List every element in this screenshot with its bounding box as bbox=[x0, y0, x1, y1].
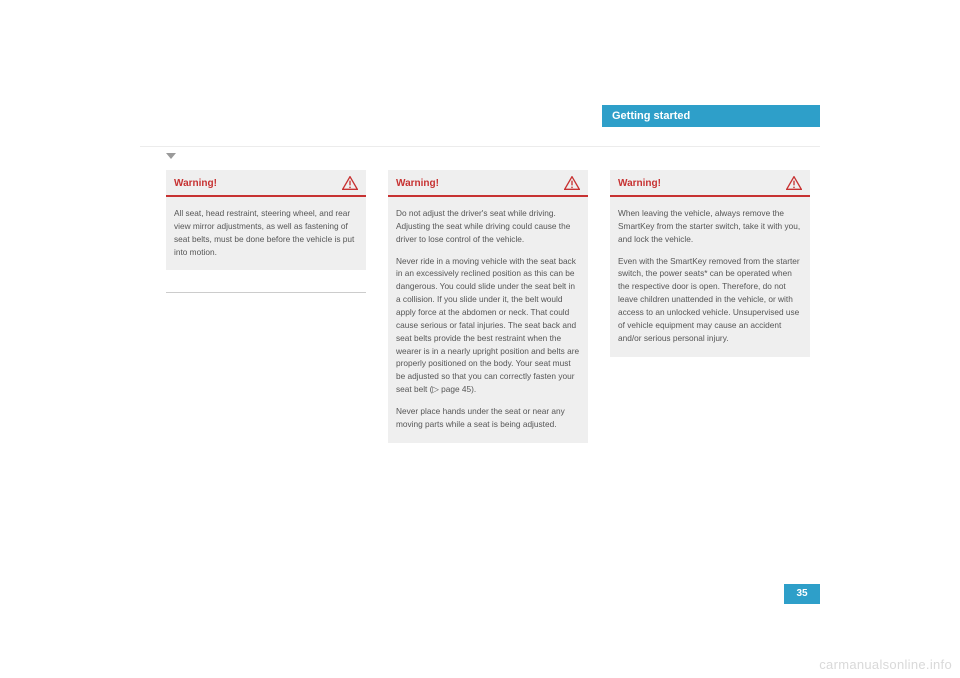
warning-text: Do not adjust the driver's seat while dr… bbox=[396, 207, 580, 246]
continuation-arrow-icon bbox=[166, 153, 176, 159]
subheader-divider bbox=[140, 127, 820, 145]
warning-text: When leaving the vehicle, always remove … bbox=[618, 207, 802, 246]
manual-page: Getting started Warning! All seat, head … bbox=[140, 60, 820, 620]
warning-title: Warning! bbox=[396, 178, 439, 189]
warning-text: Never place hands under the seat or near… bbox=[396, 405, 580, 431]
warning-triangle-icon bbox=[342, 176, 358, 190]
page-number-tab: 35 bbox=[784, 584, 820, 604]
column-1: Warning! All seat, head restraint, steer… bbox=[166, 170, 366, 443]
warning-body: When leaving the vehicle, always remove … bbox=[610, 197, 810, 357]
column-divider bbox=[166, 292, 366, 293]
warning-header: Warning! bbox=[388, 170, 588, 197]
warning-triangle-icon bbox=[564, 176, 580, 190]
section-title: Getting started bbox=[612, 110, 690, 122]
warning-body: Do not adjust the driver's seat while dr… bbox=[388, 197, 588, 443]
warning-triangle-icon bbox=[786, 176, 802, 190]
warning-box-2: Warning! Do not adjust the driver's seat… bbox=[388, 170, 588, 443]
warning-text: Even with the SmartKey removed from the … bbox=[618, 255, 802, 345]
warning-body: All seat, head restraint, steering wheel… bbox=[166, 197, 366, 270]
warning-title: Warning! bbox=[174, 178, 217, 189]
warning-title: Warning! bbox=[618, 178, 661, 189]
column-3: Warning! When leaving the vehicle, alway… bbox=[610, 170, 810, 443]
page-number: 35 bbox=[796, 588, 807, 599]
warning-header: Warning! bbox=[610, 170, 810, 197]
section-tab: Getting started bbox=[602, 105, 820, 127]
warning-header: Warning! bbox=[166, 170, 366, 197]
warning-box-1: Warning! All seat, head restraint, steer… bbox=[166, 170, 366, 270]
warning-text: All seat, head restraint, steering wheel… bbox=[174, 207, 358, 258]
warning-text: Never ride in a moving vehicle with the … bbox=[396, 255, 580, 396]
column-2: Warning! Do not adjust the driver's seat… bbox=[388, 170, 588, 443]
content-columns: Warning! All seat, head restraint, steer… bbox=[166, 170, 806, 443]
watermark: carmanualsonline.info bbox=[819, 657, 952, 672]
warning-box-3: Warning! When leaving the vehicle, alway… bbox=[610, 170, 810, 357]
